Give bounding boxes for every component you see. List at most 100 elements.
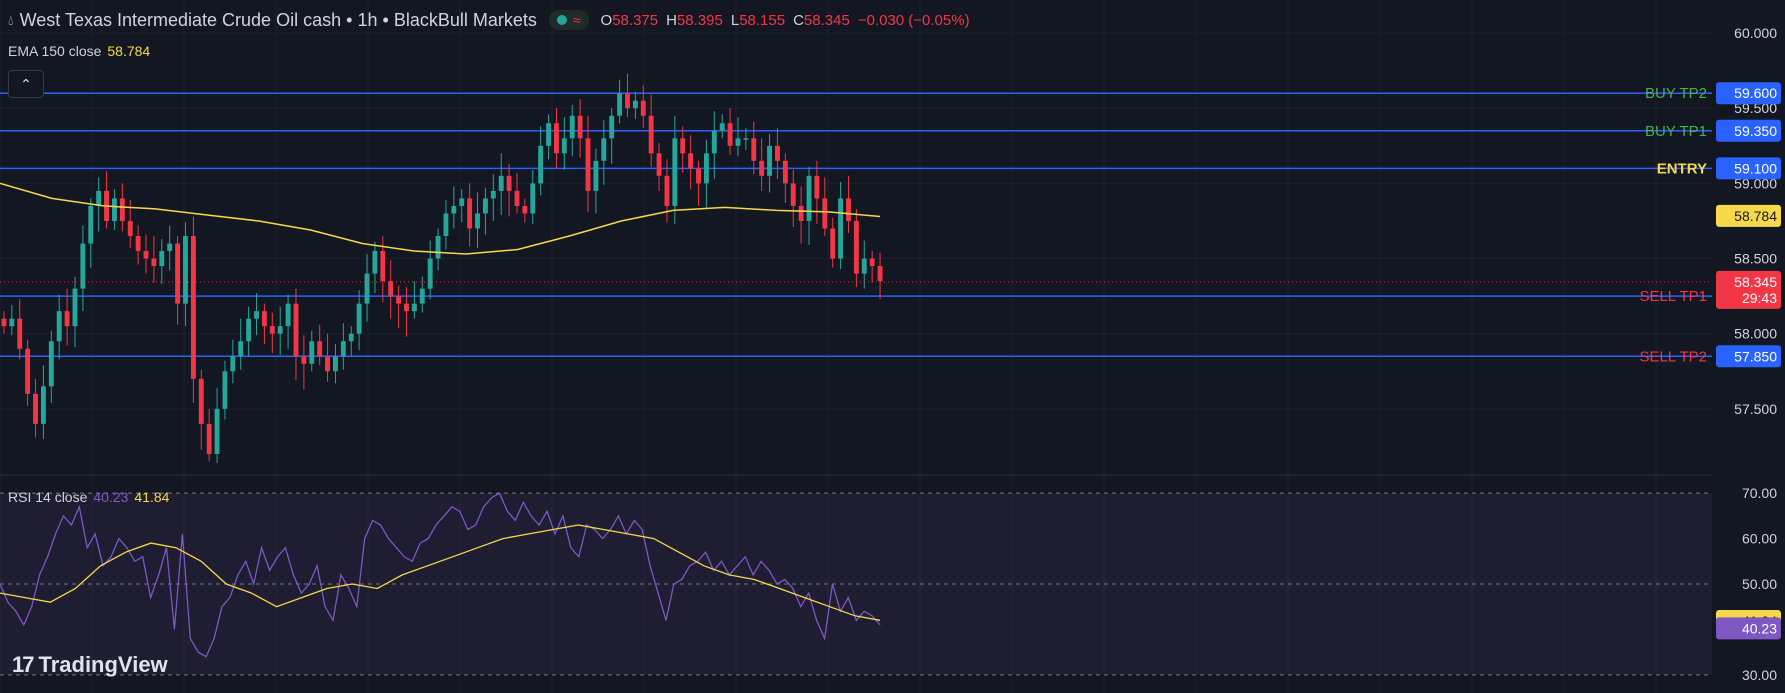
candle-body — [293, 303, 299, 357]
candle-body — [664, 175, 670, 206]
candle-body — [443, 213, 449, 236]
candle-body — [506, 175, 512, 191]
candle-body — [17, 318, 23, 349]
candle-body — [585, 138, 591, 191]
candle-body — [238, 341, 244, 357]
candle-body — [214, 408, 220, 454]
candle-body — [751, 138, 757, 161]
candle-body — [159, 251, 165, 267]
candle-body — [490, 190, 496, 199]
price-tick-label: 59.000 — [1734, 175, 1777, 191]
candle-body — [601, 138, 607, 161]
current-price-text: 58.345 — [1734, 274, 1777, 290]
market-open-icon — [556, 15, 567, 25]
trade-levels[interactable] — [0, 92, 1712, 357]
candle-body — [672, 138, 678, 206]
candles — [0, 73, 1712, 463]
candle-body — [435, 235, 441, 259]
candle-body — [814, 175, 820, 199]
price-change: −0.030 (−0.05%) — [857, 11, 970, 29]
candle-body — [88, 205, 94, 244]
candle-body — [861, 258, 867, 274]
candle-body — [269, 326, 275, 334]
candle-body — [151, 258, 157, 267]
level-price-badge — [1716, 157, 1781, 180]
rsi-panel — [0, 474, 1785, 676]
candle-body — [64, 311, 70, 327]
level-name: BUY TP1 — [1645, 123, 1707, 140]
candle-body — [688, 153, 694, 169]
candle-body — [553, 123, 559, 154]
ema-line — [0, 182, 881, 255]
candle-body — [48, 341, 54, 387]
symbol-title[interactable]: West Texas Intermediate Crude Oil cash •… — [19, 9, 537, 30]
candle-body — [317, 341, 323, 357]
candle-body — [798, 205, 804, 221]
chevron-up-icon: ⌃ — [20, 75, 32, 92]
candle-body — [143, 251, 149, 259]
candle-body — [853, 220, 859, 274]
rsi-value-badge-text: 40.23 — [1742, 620, 1777, 636]
candle-body — [830, 228, 836, 259]
candle-body — [727, 123, 733, 146]
candle-body — [254, 311, 259, 319]
candle-body — [696, 168, 701, 184]
candle-body — [767, 145, 773, 176]
candle-body — [482, 198, 488, 214]
price-tick-label: 59.500 — [1734, 100, 1777, 116]
ema-price-badge — [1716, 204, 1781, 227]
candle-body — [467, 198, 473, 229]
market-status-pill[interactable]: ≈ — [548, 10, 589, 30]
tradingview-logo[interactable]: 17 TradingView — [12, 652, 168, 677]
candle-body — [198, 378, 204, 424]
candle-body — [640, 100, 646, 116]
candle-body — [459, 198, 465, 206]
level-price-badge — [1716, 345, 1781, 368]
candle-body — [111, 198, 117, 221]
collapse-legend-button[interactable]: ⌃ — [8, 70, 44, 98]
candle-body — [25, 348, 31, 394]
candle-body — [427, 258, 433, 289]
rsi-value-badge — [1716, 617, 1781, 640]
price-tick-label: 58.000 — [1734, 326, 1777, 342]
candle-body — [759, 160, 765, 176]
candle-body — [593, 160, 599, 191]
candle-body — [135, 235, 141, 252]
candle-body — [561, 138, 567, 154]
candle-body — [451, 205, 457, 214]
candle-body — [190, 235, 196, 379]
candle-body — [869, 258, 875, 267]
candle-body — [96, 190, 102, 206]
wave-icon: ≈ — [572, 12, 581, 28]
candle-body — [372, 251, 378, 274]
candle-body — [332, 356, 338, 372]
candle-body — [285, 303, 291, 327]
level-name: SELL TP1 — [1639, 288, 1707, 305]
candle-body — [33, 393, 38, 424]
ema-legend[interactable]: EMA 150 close 58.784 — [8, 43, 151, 59]
candle-body — [301, 356, 307, 364]
candle-body — [838, 198, 844, 259]
candle-body — [9, 318, 15, 327]
current-price-badge — [1716, 270, 1781, 309]
candle-body — [846, 198, 851, 221]
rsi-legend[interactable]: RSI 14 close 40.23 41.84 — [8, 489, 170, 505]
rsi-ma-line — [0, 524, 881, 621]
level-labels: BUY TP2 BUY TP1 ENTRY SELL TP1 SELL TP2 — [1639, 85, 1707, 365]
candle-body — [530, 183, 536, 214]
price-axis[interactable]: 60.000 59.500 59.000 58.500 58.000 57.500 70.0… — [1712, 0, 1785, 693]
candle-body — [743, 138, 749, 140]
candle-body — [261, 311, 267, 327]
rsi-line — [0, 492, 881, 658]
level-price-badge-text: 59.100 — [1734, 160, 1777, 176]
candle-body — [230, 356, 236, 372]
candle-body — [569, 115, 575, 139]
candle-body — [538, 145, 544, 184]
candle-body — [175, 243, 181, 304]
candle-body — [119, 198, 125, 221]
price-tick-label: 60.000 — [1734, 25, 1777, 41]
candle-body — [877, 266, 883, 282]
candle-body — [546, 123, 552, 146]
candle-body — [127, 220, 133, 236]
